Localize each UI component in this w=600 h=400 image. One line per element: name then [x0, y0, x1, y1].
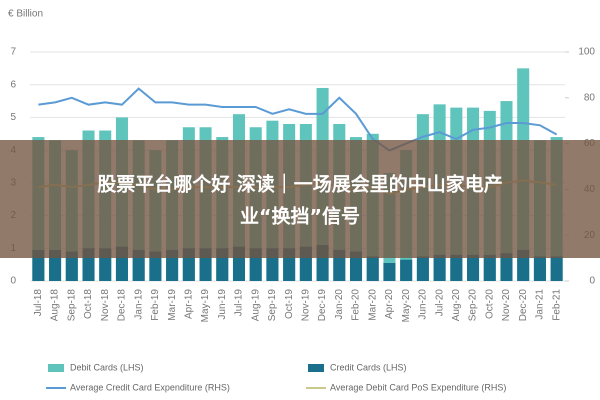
x-tick-label: Dec-19 [317, 289, 328, 322]
bar [483, 254, 496, 281]
x-tick-label: Apr-19 [183, 289, 194, 319]
y-tick-label: 6 [10, 79, 16, 90]
x-tick-label: Oct-20 [484, 289, 495, 319]
bar [65, 251, 78, 281]
legend-swatch [48, 364, 64, 372]
x-tick-label: May-20 [401, 289, 412, 323]
y2-tick-label: 100 [578, 47, 595, 58]
x-tick-label: Jul-18 [33, 289, 44, 317]
bar [467, 254, 480, 281]
bar [383, 263, 396, 281]
legend-swatch [308, 364, 324, 372]
legend-label: Debit Cards (LHS) [70, 362, 144, 372]
bar [149, 251, 162, 281]
y-tick-label: 7 [10, 47, 16, 58]
x-tick-label: Jul-19 [234, 289, 245, 317]
x-tick-label: Jun-20 [418, 289, 429, 320]
x-tick-label: Mar-20 [367, 289, 378, 321]
bar [550, 256, 563, 281]
x-tick-label: Jan-20 [334, 289, 345, 320]
x-tick-label: Apr-20 [384, 289, 395, 319]
line [38, 87, 558, 152]
legend-label: Average Credit Card Expenditure (RHS) [70, 382, 230, 392]
x-tick-label: Jan-19 [133, 289, 144, 320]
x-tick-label: Jul-20 [434, 289, 445, 317]
bar [533, 256, 546, 281]
banner-text: 业“换挡”信号 [240, 205, 360, 228]
x-tick-label: Feb-19 [150, 289, 161, 321]
x-tick-label: Aug-18 [50, 289, 61, 322]
bar [349, 251, 363, 281]
x-tick-label: Aug-19 [250, 289, 261, 322]
bar [433, 254, 446, 281]
y-tick-label: 5 [10, 112, 16, 123]
x-tick-label: Dec-20 [518, 289, 529, 322]
x-tick-label: May-19 [200, 289, 211, 323]
bar [400, 259, 413, 281]
x-tick-label: Jun-19 [217, 289, 228, 320]
x-tick-label: Jan-21 [535, 289, 546, 320]
bar [500, 253, 513, 281]
x-tick-label: Sep-20 [468, 289, 479, 322]
x-tick-label: Nov-18 [100, 289, 111, 322]
x-tick-label: Nov-19 [301, 289, 312, 322]
y2-tick-label: 80 [584, 92, 596, 103]
legend-label: Credit Cards (LHS) [330, 362, 407, 372]
x-tick-label: Oct-19 [284, 289, 295, 319]
x-tick-label: Feb-20 [351, 289, 362, 321]
banner-text: 股票平台哪个好 深读｜一场展会里的中山家电产 [97, 173, 503, 196]
bar [366, 256, 379, 281]
x-tick-label: Nov-20 [501, 289, 512, 322]
x-tick-label: Oct-18 [83, 289, 94, 319]
x-tick-label: Feb-21 [551, 289, 562, 321]
y2-tick-label: 0 [589, 276, 595, 287]
legend-label: Average Debit Card PoS Expenditure (RHS) [330, 382, 506, 392]
bar [450, 254, 463, 281]
x-tick-label: Sep-18 [66, 289, 77, 322]
x-tick-label: Dec-18 [117, 289, 128, 322]
bar [416, 256, 429, 281]
x-tick-label: Mar-19 [167, 289, 178, 321]
x-tick-label: Sep-19 [267, 289, 278, 322]
x-tick-label: Aug-20 [451, 289, 462, 322]
banner-background [0, 140, 600, 258]
y-axis-label: € Billion [8, 9, 43, 20]
y-tick-label: 0 [10, 276, 16, 287]
